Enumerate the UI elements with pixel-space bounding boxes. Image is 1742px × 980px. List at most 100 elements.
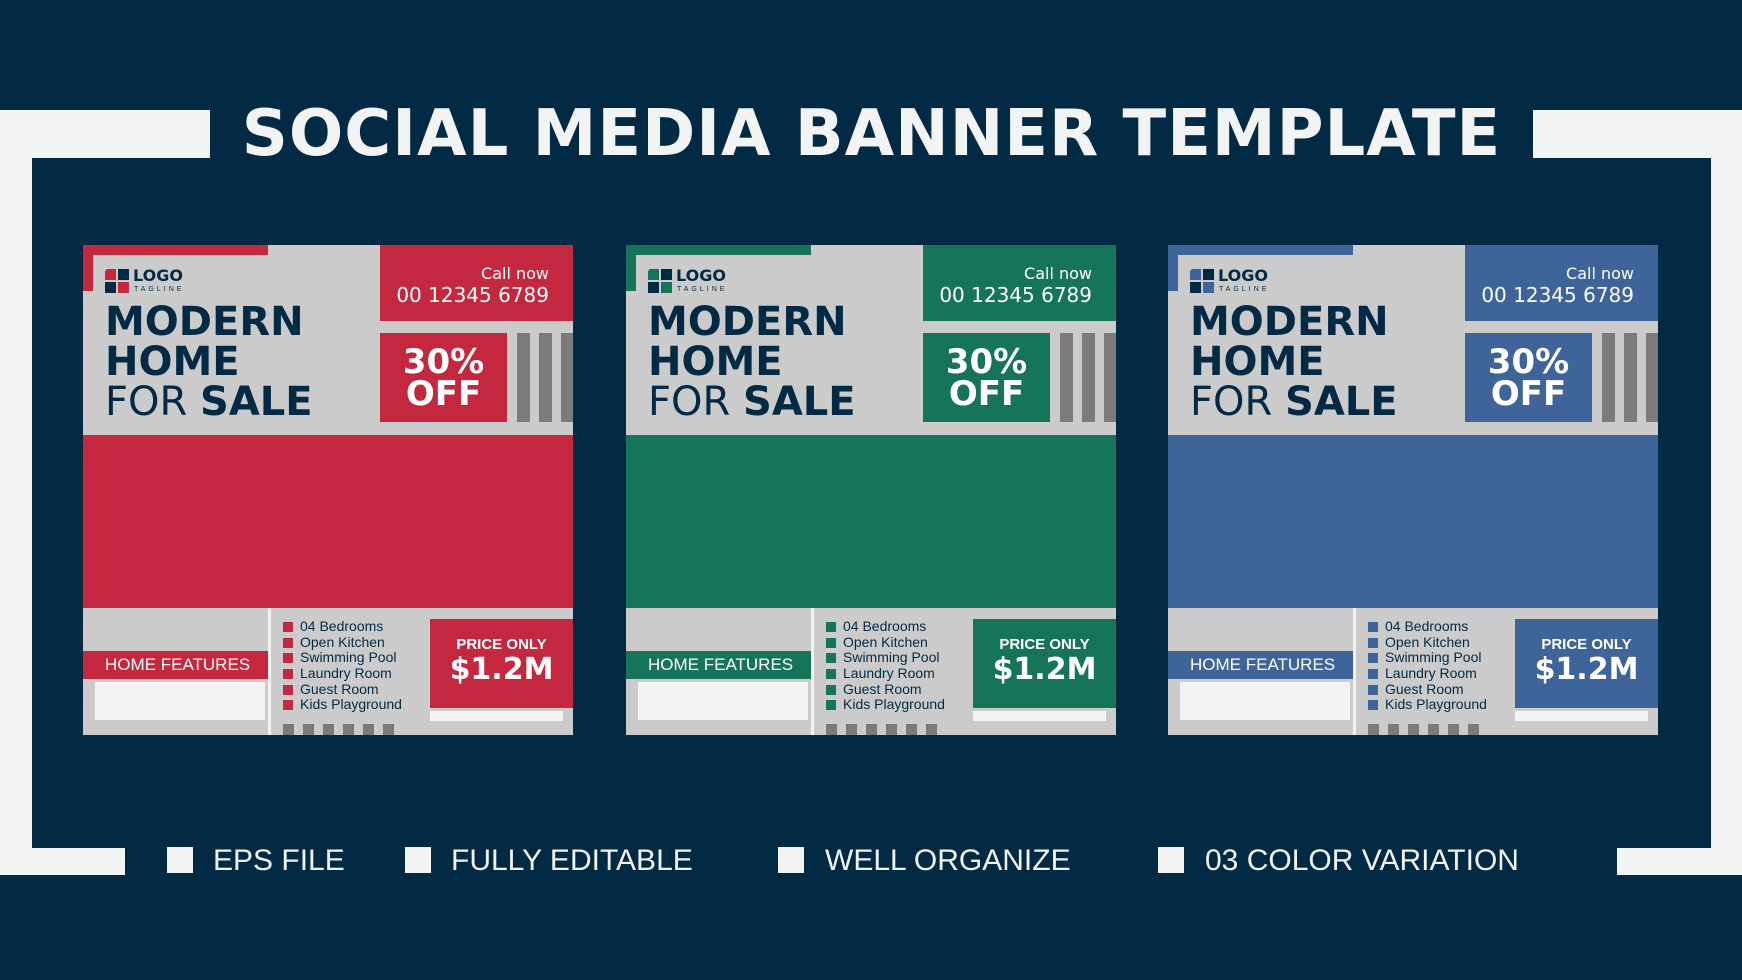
dot-row: [283, 723, 403, 735]
divider: [811, 608, 814, 735]
call-label: Call now: [1566, 264, 1634, 283]
footer-feature: 03 COLOR VARIATION: [1205, 844, 1519, 877]
feature-item: Guest Room: [826, 680, 945, 698]
stripe: [1104, 333, 1116, 422]
call-box[interactable]: Call now 00 12345 6789: [1465, 245, 1658, 321]
stripe: [1646, 333, 1658, 422]
feature-text: Kids Playground: [300, 696, 402, 713]
divider: [1353, 608, 1356, 735]
call-box[interactable]: Call now 00 12345 6789: [380, 245, 573, 321]
feature-item: Kids Playground: [283, 697, 402, 713]
feature-text: Laundry Room: [300, 665, 392, 682]
photo-placeholder: [626, 435, 1116, 608]
feature-item: Kids Playground: [1368, 697, 1487, 713]
features-label: HOME FEATURES: [83, 651, 268, 679]
feature-item: Guest Room: [283, 680, 402, 698]
price-box: PRICE ONLY $1.2M: [1515, 619, 1658, 708]
page-title: SOCIAL MEDIA BANNER TEMPLATE: [241, 97, 1502, 171]
feature-text: Open Kitchen: [843, 633, 928, 650]
feature-text: Laundry Room: [1385, 665, 1477, 682]
feature-item: Swimming Pool: [1368, 650, 1487, 666]
features-list: 04 Bedrooms Open Kitchen Swimming Pool Laun…: [1368, 618, 1487, 713]
logo-tagline: TAGLINE: [677, 286, 728, 293]
bullet-square-icon: [1368, 637, 1378, 648]
frame-left: [0, 110, 32, 875]
price-box: PRICE ONLY $1.2M: [430, 619, 573, 708]
feature-item: Open Kitchen: [826, 633, 945, 651]
stripe: [1624, 333, 1637, 422]
checkbox-square-icon: [1158, 847, 1184, 873]
headline: MODERN HOME FOR SALE: [105, 302, 313, 422]
price-value: $1.2M: [992, 652, 1097, 687]
checkbox-square-icon: [167, 847, 193, 873]
bullet-square-icon: [1368, 669, 1378, 680]
features-box: [638, 682, 808, 720]
features-list: 04 Bedrooms Open Kitchen Swimming Pool Laun…: [826, 618, 945, 713]
bullet-square-icon: [283, 622, 293, 632]
call-box[interactable]: Call now 00 12345 6789: [923, 245, 1116, 321]
banner-card[interactable]: LOGO TAGLINE Call now 00 12345 6789 MODERN HO…: [626, 245, 1116, 735]
discount-badge: 30% OFF: [923, 333, 1050, 422]
logo-icon: [648, 269, 672, 293]
logo-tagline: TAGLINE: [1219, 286, 1270, 293]
headline-line2: HOME: [1190, 339, 1325, 385]
headline: MODERN HOME FOR SALE: [648, 302, 856, 422]
dot-row: [1368, 723, 1488, 735]
footer-feature: FULLY EDITABLE: [451, 844, 693, 877]
features-label: HOME FEATURES: [1168, 651, 1353, 679]
price-label: PRICE ONLY: [456, 636, 547, 653]
price-label: PRICE ONLY: [1541, 636, 1632, 653]
frame-top-left: [0, 110, 210, 158]
bullet-square-icon: [826, 637, 836, 648]
headline-line3: FOR SALE: [1190, 379, 1398, 425]
bullet-square-icon: [283, 684, 293, 695]
logo-icon: [1190, 269, 1214, 293]
accent-top-line: [1168, 245, 1353, 255]
feature-item: Laundry Room: [283, 665, 402, 682]
call-label: Call now: [481, 264, 549, 283]
feature-item: Laundry Room: [826, 665, 945, 682]
accent-left-line: [626, 245, 636, 291]
feature-text: Swimming Pool: [843, 649, 940, 666]
stripe: [1082, 333, 1095, 422]
phone-number: 00 12345 6789: [1481, 283, 1634, 307]
features-box: [1180, 682, 1350, 720]
bullet-square-icon: [1368, 700, 1378, 711]
phone-number: 00 12345 6789: [396, 283, 549, 307]
headline-line1: MODERN: [105, 299, 304, 345]
feature-item: Open Kitchen: [1368, 633, 1487, 651]
feature-text: 04 Bedrooms: [843, 618, 927, 634]
feature-text: Swimming Pool: [300, 649, 397, 666]
bullet-square-icon: [826, 669, 836, 680]
feature-text: Kids Playground: [843, 696, 945, 713]
feature-text: Swimming Pool: [1385, 649, 1482, 666]
feature-item: Open Kitchen: [283, 634, 402, 651]
bullet-square-icon: [1368, 653, 1378, 664]
logo-text: LOGO: [1218, 266, 1268, 285]
discount-badge: 30% OFF: [380, 333, 507, 422]
accent-left-line: [1168, 245, 1178, 291]
headline-line1: MODERN: [1190, 299, 1389, 345]
stripe: [1060, 333, 1073, 422]
features-label: HOME FEATURES: [626, 651, 811, 679]
bullet-square-icon: [1368, 622, 1378, 632]
banner-card[interactable]: LOGO TAGLINE Call now 00 12345 6789 MODERN HO…: [83, 245, 573, 735]
banner-card[interactable]: LOGO TAGLINE Call now 00 12345 6789 MODERN HO…: [1168, 245, 1658, 735]
feature-text: Guest Room: [843, 680, 922, 697]
stripe: [517, 333, 530, 422]
price-underline: [973, 711, 1106, 721]
bullet-square-icon: [826, 700, 836, 711]
feature-text: Open Kitchen: [1385, 633, 1470, 650]
checkbox-square-icon: [405, 847, 431, 873]
feature-item: Swimming Pool: [826, 650, 945, 666]
frame-top-right: [1533, 110, 1742, 158]
feature-text: Guest Room: [300, 680, 379, 697]
logo-text: LOGO: [676, 266, 726, 285]
feature-item: Kids Playground: [826, 697, 945, 713]
discount-badge: 30% OFF: [1465, 333, 1592, 422]
phone-number: 00 12345 6789: [939, 283, 1092, 307]
feature-text: Laundry Room: [843, 665, 935, 682]
feature-text: 04 Bedrooms: [1385, 618, 1469, 634]
headline-line2: HOME: [648, 339, 783, 385]
feature-item: Laundry Room: [1368, 665, 1487, 682]
